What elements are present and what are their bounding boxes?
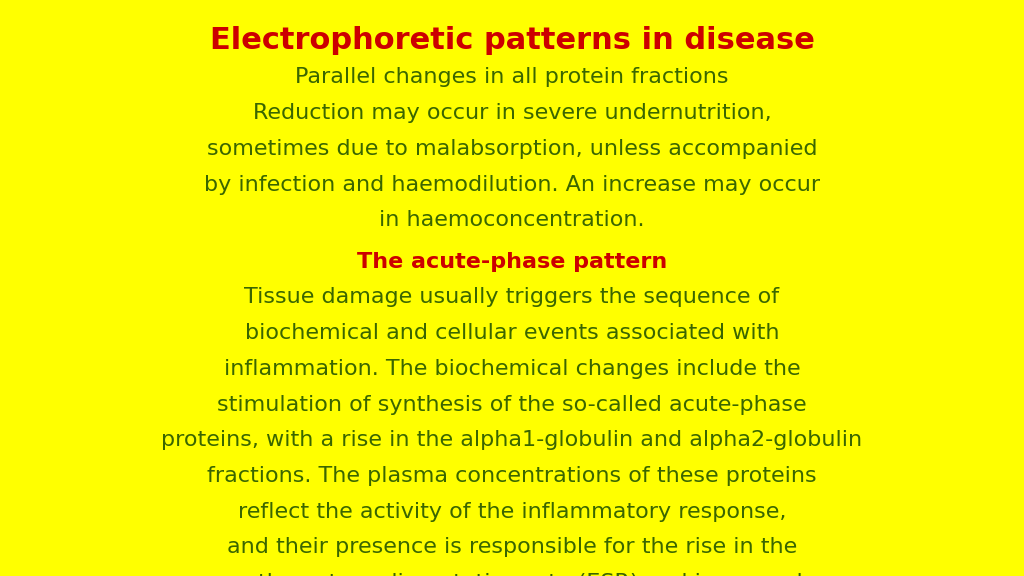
Text: reflect the activity of the inflammatory response,: reflect the activity of the inflammatory… (238, 502, 786, 522)
Text: fractions. The plasma concentrations of these proteins: fractions. The plasma concentrations of … (207, 466, 817, 486)
Text: biochemical and cellular events associated with: biochemical and cellular events associat… (245, 323, 779, 343)
Text: by infection and haemodilution. An increase may occur: by infection and haemodilution. An incre… (204, 175, 820, 195)
Text: Reduction may occur in severe undernutrition,: Reduction may occur in severe undernutri… (253, 103, 771, 123)
Text: Parallel changes in all protein fractions: Parallel changes in all protein fraction… (295, 67, 729, 88)
Text: inflammation. The biochemical changes include the: inflammation. The biochemical changes in… (223, 359, 801, 379)
Text: erythrocyte sedimentation rate (ESR) and increased: erythrocyte sedimentation rate (ESR) and… (221, 573, 803, 576)
Text: The acute-phase pattern: The acute-phase pattern (357, 252, 667, 272)
Text: Electrophoretic patterns in disease: Electrophoretic patterns in disease (210, 26, 814, 55)
Text: in haemoconcentration.: in haemoconcentration. (379, 210, 645, 230)
Text: Tissue damage usually triggers the sequence of: Tissue damage usually triggers the seque… (245, 287, 779, 308)
Text: sometimes due to malabsorption, unless accompanied: sometimes due to malabsorption, unless a… (207, 139, 817, 159)
Text: stimulation of synthesis of the so-called acute-phase: stimulation of synthesis of the so-calle… (217, 395, 807, 415)
Text: and their presence is responsible for the rise in the: and their presence is responsible for th… (227, 537, 797, 558)
Text: proteins, with a rise in the alpha1-globulin and alpha2-globulin: proteins, with a rise in the alpha1-glob… (162, 430, 862, 450)
